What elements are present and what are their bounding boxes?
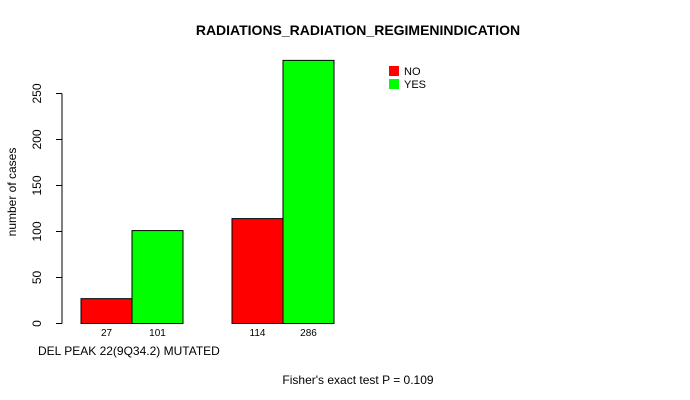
y-tick-label: 100	[30, 221, 44, 241]
y-tick-label: 0	[30, 320, 44, 327]
fisher-test-footer: Fisher's exact test P = 0.109	[282, 373, 433, 387]
bar-no-2	[231, 218, 284, 324]
legend-label-yes: YES	[404, 79, 426, 91]
y-tick-label: 50	[30, 271, 44, 285]
legend-label-no: NO	[404, 66, 421, 78]
y-tick-label: 200	[30, 129, 44, 149]
bar-value-label: 286	[300, 328, 317, 339]
y-axis-label: number of cases	[5, 148, 19, 237]
y-tick-label: 250	[30, 83, 44, 103]
y-axis: 0 50 100 150 200 250	[30, 83, 63, 327]
bars	[80, 59, 335, 325]
bar-value-labels: 27 101 114 286	[101, 328, 317, 339]
legend-swatch-no	[389, 66, 399, 76]
bar-yes-1	[131, 230, 184, 324]
bar-value-label: 27	[101, 328, 113, 339]
bar-yes-2	[282, 59, 335, 324]
legend-swatch-yes	[389, 79, 399, 89]
bar-no-1	[80, 298, 133, 325]
y-tick-label: 150	[30, 175, 44, 195]
bar-value-label: 114	[250, 328, 266, 339]
group-label: DEL PEAK 22(9Q34.2) MUTATED	[38, 344, 220, 358]
chart-title: RADIATIONS_RADIATION_REGIMENINDICATION	[196, 22, 520, 38]
bar-value-label: 101	[149, 328, 166, 339]
